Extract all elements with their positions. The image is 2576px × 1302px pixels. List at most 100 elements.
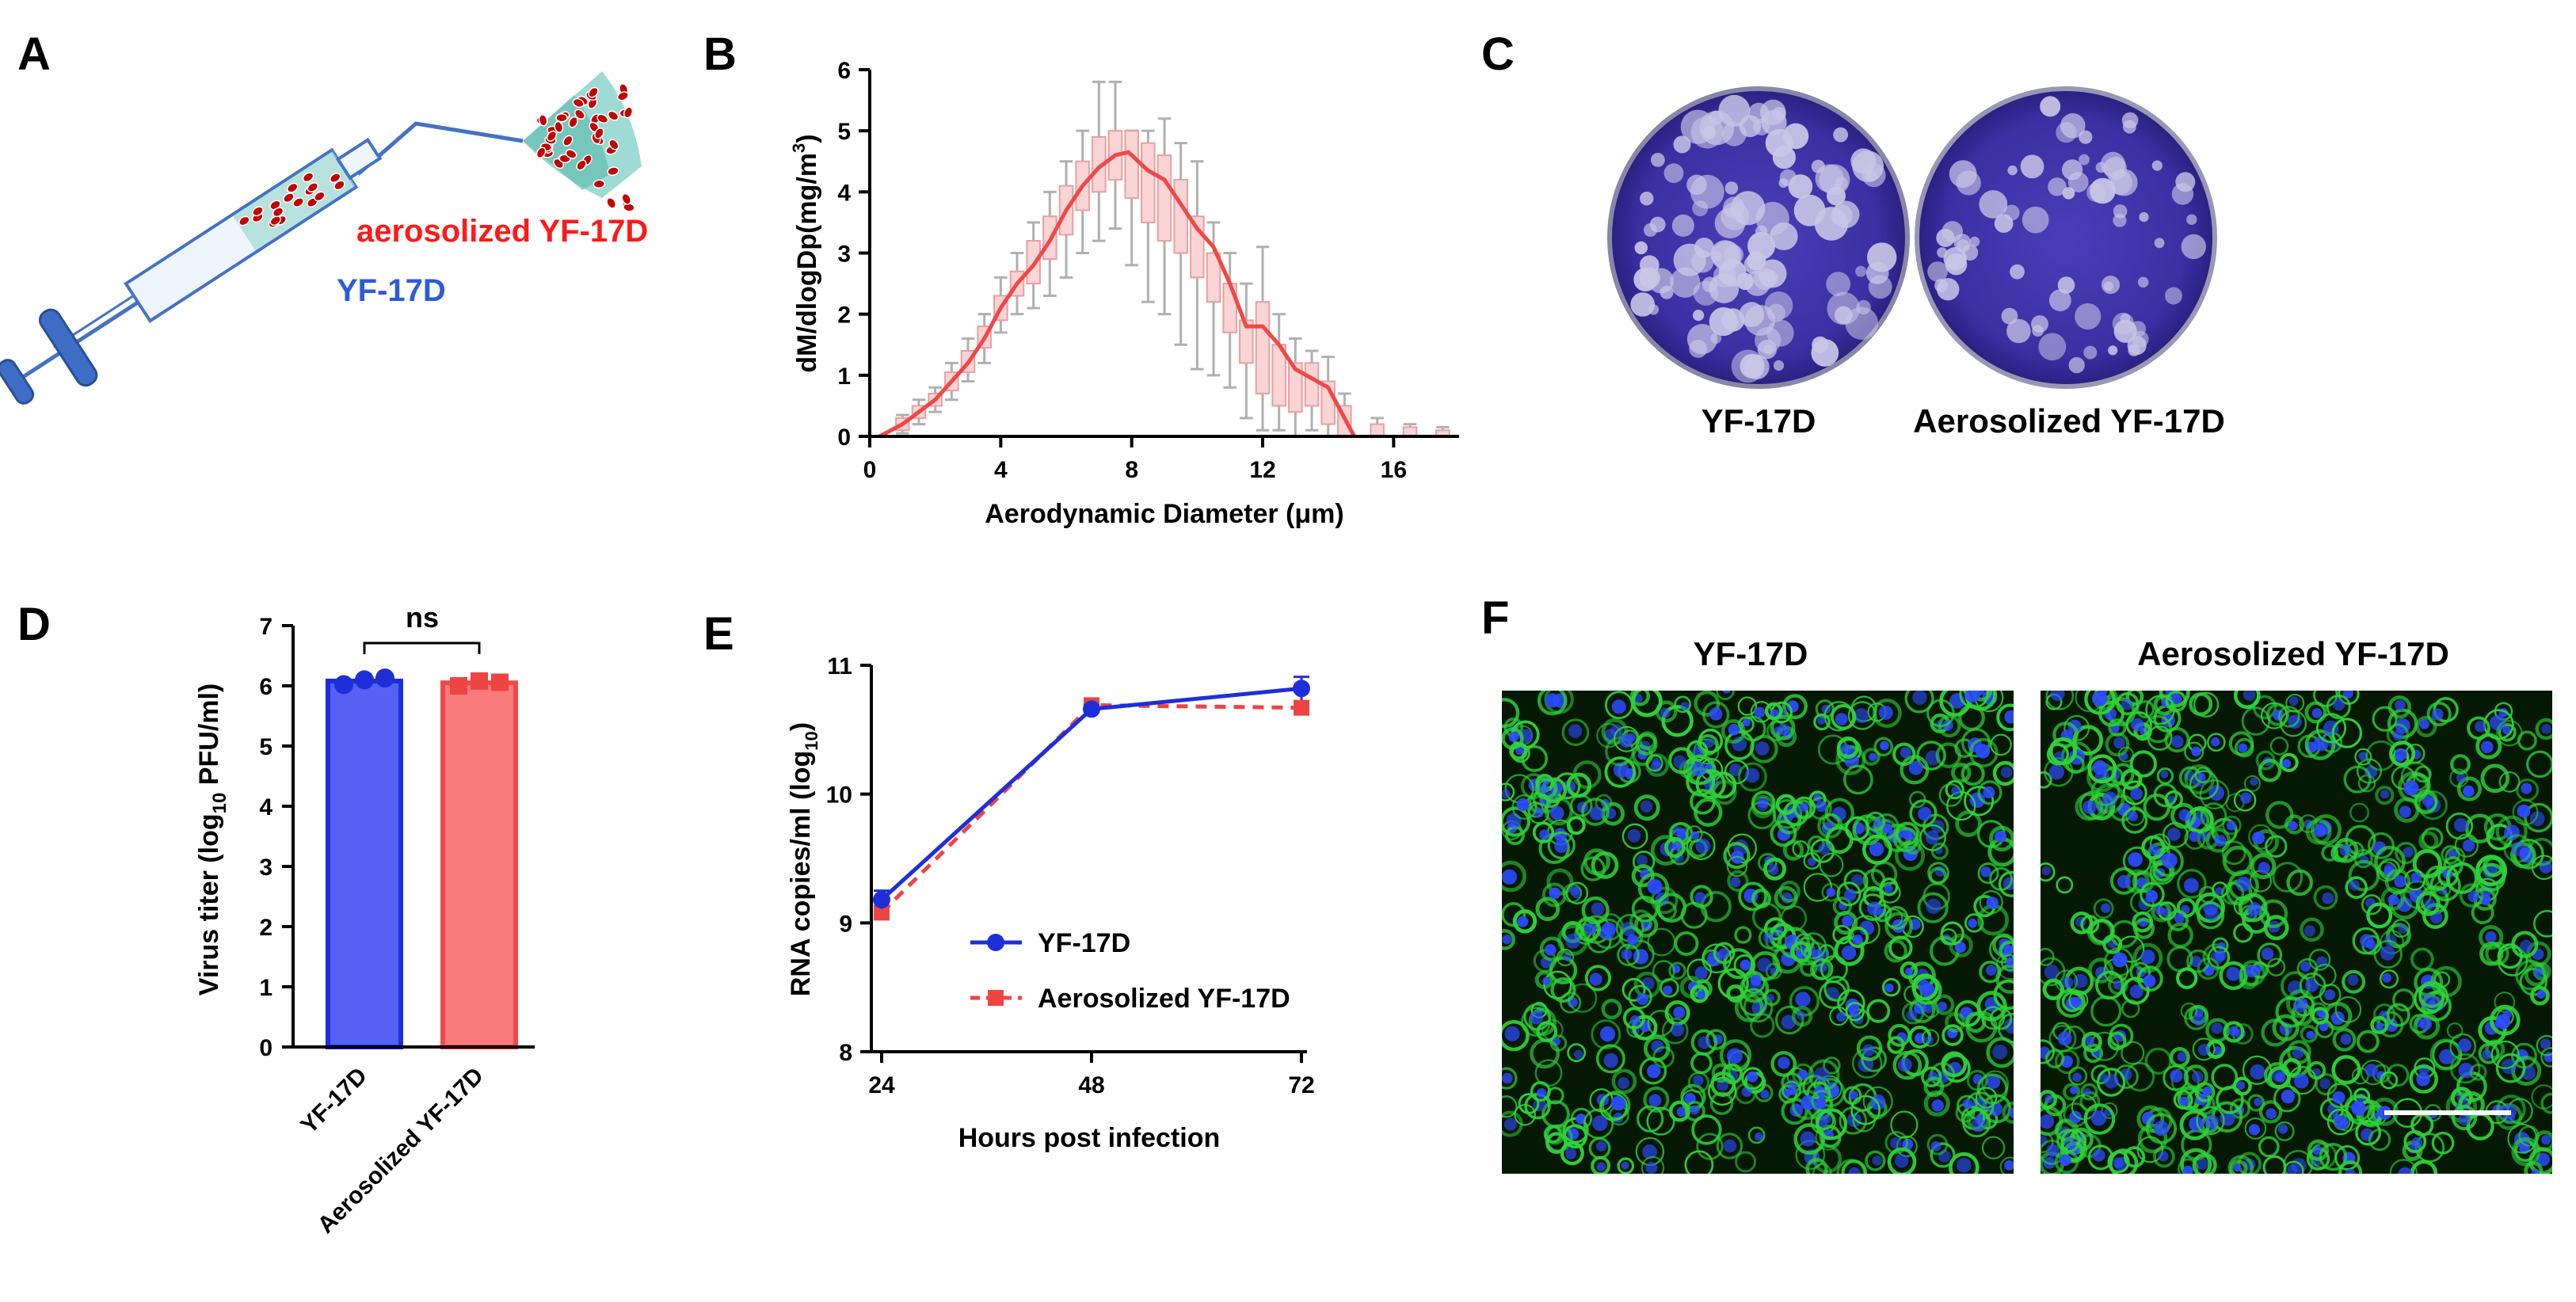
f2-cell	[2288, 1066, 2317, 1095]
f2-nucleus	[2419, 1018, 2433, 1030]
plaque-yf17d	[1673, 243, 1706, 276]
f1-nucleus	[1786, 700, 1799, 713]
f1-cell	[1921, 1029, 1940, 1047]
f1-cell	[1630, 691, 1650, 706]
f1-nucleus	[1647, 1064, 1661, 1079]
f2-cell	[2258, 1100, 2283, 1124]
f2-cell	[2354, 748, 2372, 766]
f2-nucleus	[2064, 1136, 2076, 1149]
f1-nucleus	[1565, 1148, 1577, 1159]
f2-cell	[2467, 716, 2490, 740]
f1-cell	[1934, 994, 1955, 1015]
f1-cell	[1717, 968, 1749, 999]
f2-cell	[2449, 768, 2469, 788]
f2-cell	[2496, 719, 2523, 747]
f2-nucleus	[2204, 1114, 2220, 1130]
plaque-aerosolized	[1945, 253, 1968, 276]
f2-nucleus	[2085, 1036, 2095, 1046]
f2-cell	[2450, 754, 2471, 775]
f2-cell	[2041, 1090, 2058, 1110]
f1-cell	[1888, 935, 1913, 960]
f1-nucleus	[1672, 825, 1683, 836]
f2-cell	[2389, 1159, 2418, 1174]
d-y-tick-label: 0	[259, 1035, 272, 1061]
b-y-tick-label: 6	[837, 58, 851, 84]
image-label-aerosolized: Aerosolized YF-17D	[2137, 635, 2449, 672]
f2-nucleus	[2214, 835, 2227, 847]
f2-nucleus	[2347, 974, 2359, 986]
f2-nucleus	[2204, 907, 2219, 921]
f1-cell	[1502, 1095, 1518, 1118]
f2-cell	[2088, 957, 2114, 984]
f2-cell	[2349, 802, 2369, 823]
f1-cell	[1621, 823, 1648, 850]
mist-particle	[623, 106, 634, 119]
f1-cell	[1660, 978, 1679, 998]
f1-cell	[1619, 926, 1644, 950]
d-y-title-pre: Virus titer (log	[194, 813, 224, 996]
plaque-yf17d	[1765, 128, 1794, 158]
f1-cell	[1836, 881, 1862, 907]
plaque-aerosolized	[2048, 289, 2071, 312]
f2-nucleus	[2057, 1031, 2072, 1046]
syringe-particle	[252, 206, 264, 217]
f1-cell	[1661, 1017, 1689, 1045]
f2-nucleus	[2101, 903, 2111, 913]
f1-cell	[1611, 1068, 1637, 1095]
f1-nucleus	[1840, 744, 1851, 755]
f1-cell	[1668, 961, 1686, 980]
syringe-illustration: aerosolized YF-17D YF-17D	[0, 71, 648, 405]
plaque-aerosolized	[2038, 333, 2067, 361]
f2-nucleus	[2091, 691, 2108, 706]
f2-cell	[2366, 902, 2393, 929]
d-y-ticks: 0 1 2 3 4 5 6 7	[259, 614, 293, 1061]
f1-nucleus	[1968, 918, 1978, 928]
f2-nucleus	[2332, 1091, 2345, 1104]
f1-cell	[1832, 924, 1852, 945]
d-bar-0	[326, 678, 403, 1049]
f2-cell	[2207, 946, 2231, 969]
f2-nucleus	[2339, 844, 2352, 856]
f2-nucleus	[2541, 724, 2551, 734]
f1-cell	[1830, 704, 1857, 730]
f2-nucleus	[2541, 1135, 2551, 1145]
d-dot-0-0	[334, 675, 353, 695]
f1-nucleus	[1964, 691, 1980, 703]
b-box-28	[1370, 423, 1385, 437]
f1-cell	[1604, 737, 1635, 767]
b-box-14	[1124, 130, 1139, 200]
f2-nucleus	[2215, 887, 2224, 895]
f2-nucleus	[2399, 805, 2411, 818]
plaque-aerosolized	[2056, 122, 2077, 143]
f1-cell	[1884, 939, 1907, 963]
f1-cell	[1601, 999, 1622, 1020]
f2-nucleus	[2245, 965, 2258, 978]
f1-cell	[1861, 1046, 1887, 1072]
f2-cell	[2196, 1106, 2225, 1136]
f2-nucleus	[2485, 931, 2497, 943]
f2-nucleus	[2145, 889, 2159, 903]
f2-nucleus	[2511, 841, 2526, 857]
f1-nucleus	[1822, 1114, 1831, 1124]
f2-cell	[2096, 1068, 2126, 1097]
mist-particle	[538, 114, 548, 127]
b-y-tick-label: 4	[837, 180, 851, 206]
f2-cell	[2044, 1049, 2065, 1069]
f1-cell	[1989, 825, 2014, 852]
f2-cell	[2386, 1064, 2410, 1087]
f1-cell	[1819, 852, 1844, 878]
f1-nucleus	[1554, 839, 1568, 854]
f1-nucleus	[1926, 898, 1942, 915]
f2-cell	[2145, 695, 2175, 725]
f1-cell	[1832, 897, 1852, 916]
f2-cell	[2313, 964, 2337, 988]
b-x-ticks: 0 4 8 12 16	[863, 436, 1407, 483]
f2-nucleus	[2178, 809, 2191, 821]
b-box-22	[1255, 301, 1271, 394]
f2-cell	[2166, 909, 2189, 931]
f2-nucleus	[2131, 718, 2144, 732]
f1-nucleus	[1800, 1131, 1816, 1147]
f1-cell	[1938, 783, 1963, 807]
f2-nucleus	[2046, 1144, 2060, 1157]
f2-nucleus	[2454, 818, 2468, 832]
